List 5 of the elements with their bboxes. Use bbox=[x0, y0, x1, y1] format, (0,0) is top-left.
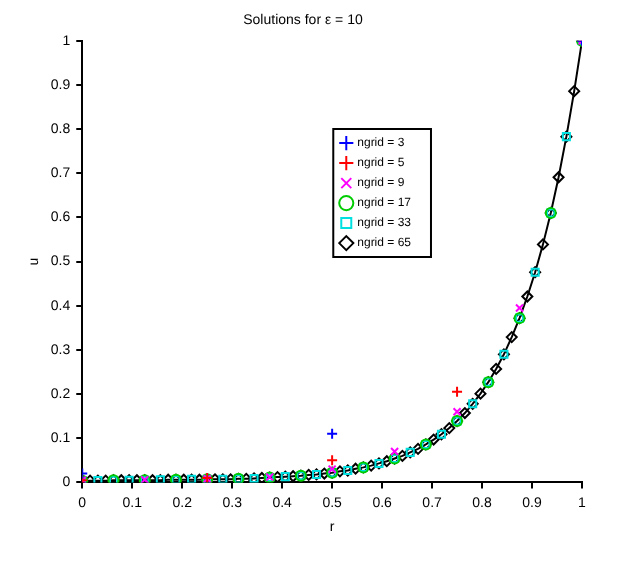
point bbox=[452, 407, 462, 417]
point bbox=[326, 454, 339, 467]
point bbox=[515, 303, 525, 313]
point bbox=[390, 446, 400, 457]
point bbox=[451, 385, 464, 398]
